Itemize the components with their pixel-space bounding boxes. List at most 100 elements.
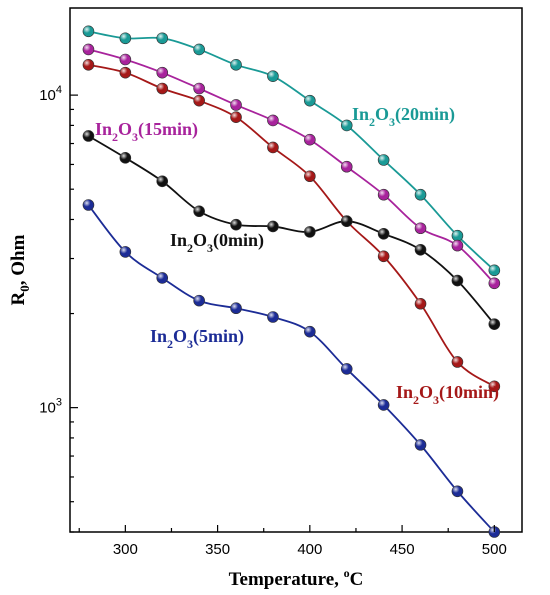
data-point-highlight <box>119 246 131 258</box>
data-point-highlight <box>119 54 131 66</box>
series-line-4 <box>87 204 495 533</box>
data-point <box>304 133 316 146</box>
data-point <box>82 43 95 56</box>
data-point-highlight <box>267 141 279 153</box>
data-point <box>377 188 390 201</box>
y-tick-label: 103 <box>39 397 62 417</box>
data-point <box>488 318 501 330</box>
data-point-highlight <box>378 399 390 411</box>
data-point-highlight <box>193 43 205 55</box>
x-tick-label: 400 <box>297 541 322 558</box>
data-point-highlight <box>488 277 500 289</box>
data-point-highlight <box>415 189 427 201</box>
data-point-highlight <box>341 119 353 131</box>
data-point-highlight <box>267 220 279 232</box>
data-point <box>414 243 427 256</box>
data-point <box>414 222 427 235</box>
data-point-highlight <box>341 363 353 375</box>
data-point <box>82 130 95 142</box>
data-point-highlight <box>304 226 316 238</box>
data-point <box>156 272 169 284</box>
data-point-highlight <box>82 130 94 142</box>
data-point-highlight <box>267 311 279 323</box>
data-point <box>414 439 427 451</box>
data-point <box>304 170 316 183</box>
data-point-highlight <box>230 219 242 231</box>
data-point-highlight <box>230 99 242 111</box>
data-point <box>340 160 353 173</box>
data-point <box>119 152 132 164</box>
series-label-0min: In2O3(0min) <box>170 230 264 255</box>
x-axis-title-degree: o <box>344 566 350 580</box>
y-axis-title: R0, Ohm <box>8 234 32 305</box>
data-point-highlight <box>82 199 94 211</box>
data-point <box>414 188 427 201</box>
data-point-highlight <box>230 302 242 314</box>
data-point-highlight <box>267 114 279 126</box>
data-point-highlight <box>451 275 463 287</box>
data-point <box>230 111 242 123</box>
data-point-highlight <box>304 326 316 338</box>
data-point <box>451 239 464 252</box>
series-line-3 <box>87 135 496 325</box>
data-point <box>340 363 353 375</box>
data-point-highlight <box>156 67 168 79</box>
data-point <box>267 114 279 127</box>
data-point-highlight <box>341 215 353 227</box>
x-axis-title: Temperature, oC <box>229 566 364 590</box>
data-point-highlight <box>156 32 168 44</box>
data-point <box>340 119 353 132</box>
series-labels: In2O3(20min) In2O3(15min) In2O3(10min) I… <box>95 104 499 407</box>
x-tick-label: 350 <box>205 541 230 558</box>
data-point-highlight <box>451 240 463 252</box>
data-point <box>304 226 316 238</box>
data-point-highlight <box>304 95 316 107</box>
data-point-highlight <box>304 170 316 182</box>
data-point <box>193 43 205 56</box>
data-point <box>488 277 501 290</box>
data-point-highlight <box>156 175 168 187</box>
data-point <box>377 399 390 411</box>
data-point <box>193 94 205 107</box>
data-point-highlight <box>378 154 390 166</box>
data-point <box>119 32 132 45</box>
data-point-highlight <box>230 59 242 71</box>
x-tick-label: 500 <box>482 541 507 558</box>
series-label-15min: In2O3(15min) <box>95 119 198 144</box>
data-point <box>193 205 205 218</box>
data-point <box>119 53 132 66</box>
data-point-highlight <box>488 318 500 330</box>
data-point <box>304 94 316 107</box>
series-label-5min: In2O3(5min) <box>150 326 244 351</box>
data-point <box>82 25 95 38</box>
data-point-highlight <box>119 32 131 44</box>
data-point-highlight <box>378 250 390 262</box>
data-point-highlight <box>341 161 353 173</box>
data-point <box>377 250 390 263</box>
data-point <box>451 229 464 242</box>
data-point <box>488 264 501 277</box>
data-point-highlight <box>304 134 316 146</box>
data-point <box>267 70 279 82</box>
series-points <box>82 25 501 538</box>
data-point <box>193 82 205 95</box>
data-point <box>156 66 169 79</box>
data-point <box>451 485 464 498</box>
data-point-highlight <box>82 25 94 37</box>
series-label-10min: In2O3(10min) <box>396 382 499 407</box>
data-point-highlight <box>193 205 205 217</box>
data-point <box>267 220 279 233</box>
data-point <box>119 66 132 79</box>
data-point-highlight <box>119 67 131 79</box>
data-point-highlight <box>488 380 500 392</box>
data-point <box>304 325 316 338</box>
data-point-highlight <box>82 43 94 55</box>
data-point-highlight <box>451 230 463 242</box>
x-tick-label: 450 <box>390 541 415 558</box>
x-tick-label: 300 <box>113 541 138 558</box>
data-point <box>82 199 95 211</box>
data-point-highlight <box>488 264 500 276</box>
data-point-highlight <box>82 59 94 71</box>
plot-frame <box>69 7 523 533</box>
